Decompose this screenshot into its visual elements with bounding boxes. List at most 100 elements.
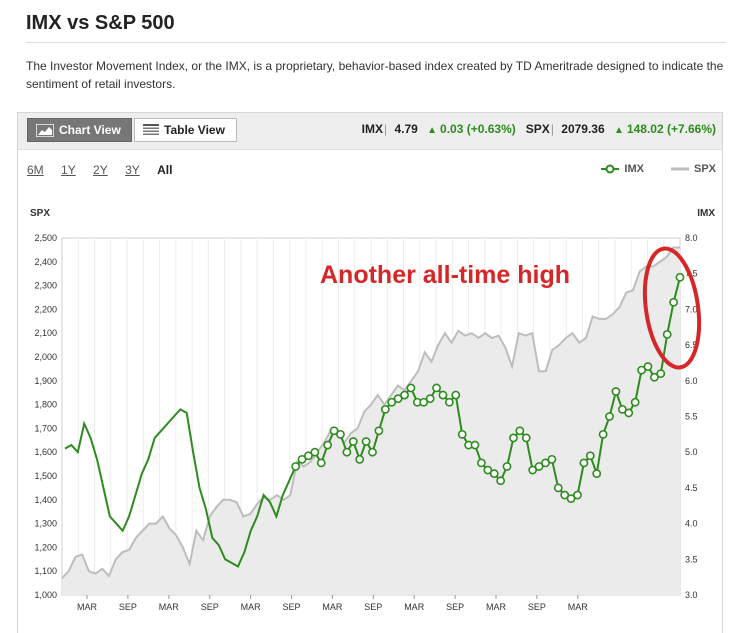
imx-symbol: IMX [361, 122, 383, 136]
imx-point[interactable] [547, 454, 557, 464]
imx-point[interactable] [496, 476, 506, 486]
imx-point[interactable] [598, 429, 608, 439]
imx-point[interactable] [438, 390, 448, 400]
right-tick-label: 6.0 [685, 376, 698, 386]
axes: 1,000 1,100 1,200 1,300 1,400 1,500 1,600 1,700… [34, 233, 697, 612]
imx-point[interactable] [336, 429, 345, 439]
imx-point[interactable] [400, 390, 409, 400]
imx-point[interactable] [624, 408, 634, 418]
legend-label-imx: IMX [624, 163, 644, 175]
imx-point[interactable] [419, 397, 429, 407]
legend-label-spx: SPX [693, 163, 716, 175]
imx-point[interactable] [374, 426, 384, 436]
right-tick-label: 3.0 [685, 590, 698, 600]
imx-point[interactable] [297, 454, 307, 464]
range-all[interactable]: All [157, 163, 173, 177]
left-tick-label: 2,300 [34, 281, 57, 291]
range-6m[interactable]: 6M [27, 163, 44, 177]
annotation-text: Another all-time high [320, 261, 570, 289]
imx-point[interactable] [310, 447, 320, 457]
x-tick-label: MAR [404, 602, 425, 612]
table-view-label: Table View [164, 123, 225, 137]
imx-point[interactable] [451, 390, 461, 400]
chart-view-button[interactable]: Chart View [27, 118, 132, 142]
left-tick-label: 2,100 [34, 328, 57, 338]
annotation-circle [642, 246, 702, 370]
imx-point[interactable] [585, 451, 595, 461]
imx-point[interactable] [329, 426, 339, 436]
imx-point[interactable] [656, 369, 666, 379]
imx-point[interactable] [425, 394, 435, 404]
imx-point[interactable] [393, 394, 403, 404]
legend-item-imx[interactable]: IMX [600, 163, 644, 175]
imx-point[interactable] [630, 397, 640, 407]
imx-point[interactable] [669, 297, 678, 307]
spx-up-arrow-icon: ▲ [614, 125, 624, 136]
title-divider [26, 42, 726, 43]
legend-item-spx[interactable]: SPX [670, 163, 716, 175]
imx-point[interactable] [361, 437, 371, 446]
range-2y[interactable]: 2Y [93, 163, 108, 177]
imx-point[interactable] [355, 454, 365, 464]
imx-point[interactable] [521, 433, 531, 443]
range-3y[interactable]: 3Y [125, 163, 140, 177]
left-tick-label: 1,600 [34, 447, 57, 457]
imx-point[interactable] [662, 329, 672, 339]
imx-point[interactable] [342, 447, 352, 457]
imx-point[interactable] [573, 490, 582, 500]
imx-point[interactable] [457, 429, 467, 439]
imx-point[interactable] [304, 451, 313, 461]
imx-point[interactable] [592, 469, 602, 479]
imx-point[interactable] [489, 469, 499, 479]
imx-point[interactable] [515, 426, 525, 436]
imx-legend-icon [601, 164, 620, 174]
imx-point[interactable] [541, 458, 550, 468]
left-tick-label: 1,200 [34, 542, 57, 552]
imx-point[interactable] [605, 412, 614, 421]
imx-point[interactable] [348, 437, 358, 446]
x-tick-label: SEP [364, 602, 382, 612]
imx-point[interactable] [323, 440, 333, 450]
imx-point[interactable] [560, 490, 570, 500]
left-tick-label: 2,200 [34, 304, 57, 314]
range-1y[interactable]: 1Y [61, 163, 76, 177]
quote-bar: IMX| 4.79 ▲ 0.03 (+0.63%) SPX| 2079.36 ▲ 1… [362, 122, 716, 136]
imx-point[interactable] [387, 397, 397, 407]
imx-point[interactable] [643, 362, 653, 371]
imx-point[interactable] [509, 433, 518, 443]
imx-value: 4.79 [394, 122, 418, 136]
left-tick-label: 1,000 [34, 590, 57, 600]
range-selector: 6M 1Y 2Y 3Y All [27, 163, 186, 177]
imx-percent-change: (+0.63%) [466, 122, 516, 136]
imx-point[interactable] [637, 365, 646, 375]
imx-point[interactable] [432, 383, 441, 393]
spx-percent-change: (+7.66%) [666, 122, 716, 136]
imx-point[interactable] [553, 483, 563, 493]
imx-point[interactable] [534, 462, 544, 471]
imx-point[interactable] [483, 465, 493, 475]
left-tick-label: 1,700 [34, 423, 57, 433]
table-view-button[interactable]: Table View [134, 118, 237, 142]
imx-point[interactable] [675, 272, 685, 282]
imx-point[interactable] [477, 458, 486, 468]
imx-point[interactable] [380, 404, 390, 414]
imx-point[interactable] [611, 387, 621, 396]
page-title: IMX vs S&P 500 [26, 12, 175, 34]
spx-legend-icon [670, 167, 689, 171]
imx-point[interactable] [368, 447, 377, 457]
imx-point[interactable] [444, 397, 454, 407]
left-axis-title: SPX [30, 208, 50, 219]
imx-point[interactable] [528, 465, 538, 475]
imx-point[interactable] [579, 458, 589, 468]
imx-point[interactable] [316, 458, 326, 468]
imx-point[interactable] [566, 494, 576, 504]
left-tick-label: 2,500 [34, 233, 57, 243]
imx-point[interactable] [291, 462, 301, 471]
imx-point[interactable] [502, 462, 512, 471]
table-icon [143, 124, 159, 135]
imx-point[interactable] [406, 383, 416, 393]
left-tick-label: 2,400 [34, 257, 57, 267]
imx-point[interactable] [617, 404, 627, 414]
imx-point[interactable] [470, 440, 480, 450]
imx-point[interactable] [649, 372, 659, 382]
